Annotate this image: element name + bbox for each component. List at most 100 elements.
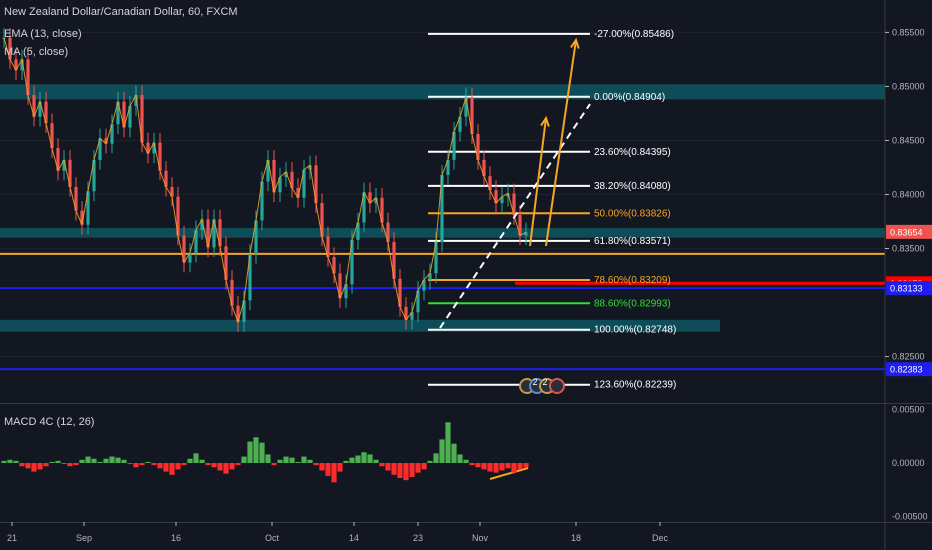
macd-bar [151, 463, 157, 466]
macd-bar [55, 460, 61, 463]
price-label-text: 0.82383 [890, 365, 923, 375]
candle-body [236, 305, 240, 322]
macd-bar [91, 458, 97, 463]
price-label-text: 0.83133 [890, 284, 923, 294]
candle-body [302, 169, 306, 198]
candle-body [362, 192, 366, 223]
macd-bar [301, 456, 307, 463]
macd-bar [277, 459, 283, 463]
candle-body [134, 95, 138, 106]
price-label-box [886, 281, 932, 296]
trend-drawings[interactable] [439, 37, 591, 480]
candle-body [26, 59, 30, 96]
macd-bar [343, 460, 349, 463]
macd-bar [511, 463, 517, 473]
time-tick-label: Sep [76, 533, 92, 543]
candle-body [464, 97, 468, 117]
macd-bar [115, 457, 121, 463]
candle-body [110, 124, 114, 144]
macd-bar [193, 453, 199, 463]
macd-bar [67, 463, 73, 467]
candle-body [320, 203, 324, 237]
fib-level-label: 123.60%(0.82239) [594, 380, 676, 391]
time-tick-label: 16 [171, 533, 181, 543]
candle-body [476, 133, 480, 160]
ema-legend[interactable]: EMA (13, close) [4, 28, 82, 40]
event-badge [549, 378, 565, 394]
macd-bar [367, 454, 373, 463]
macd-legend[interactable]: MACD 4C (12, 26) [4, 416, 95, 428]
candle-body [254, 220, 258, 254]
candle-body [428, 273, 432, 280]
macd-bar [31, 463, 37, 472]
macd-bar [403, 463, 409, 481]
macd-bar [517, 463, 523, 470]
price-tick-label: 0.84000 [892, 189, 925, 199]
candle-body [422, 279, 426, 291]
candle-body [128, 105, 132, 128]
candle-body [458, 116, 462, 132]
time-tick-label: 21 [7, 533, 17, 543]
macd-bar [85, 456, 91, 463]
support-resistance-zone [0, 84, 885, 100]
candle-body [314, 165, 318, 204]
price-tick-label: 0.83500 [892, 243, 925, 253]
macd-bar [337, 463, 343, 472]
candle-body [176, 196, 180, 236]
macd-bar [181, 463, 187, 466]
macd-bar [25, 463, 31, 469]
candle-body [266, 159, 270, 182]
macd-bar [133, 463, 139, 468]
candle-body [260, 181, 264, 221]
candle-body [332, 257, 336, 274]
fib-level-label: 100.00%(0.82748) [594, 325, 676, 336]
macd-tick-label: 0.00000 [892, 458, 925, 468]
candle-body [38, 101, 42, 117]
macd-bar [295, 461, 301, 463]
arrow-head [540, 115, 550, 127]
macd-bar [265, 454, 271, 463]
candle-body [494, 190, 498, 204]
fib-level-label: 0.00%(0.84904) [594, 92, 665, 103]
candle-body [116, 101, 120, 125]
macd-bar [457, 454, 463, 463]
macd-bar [49, 461, 55, 463]
macd-bar [235, 463, 241, 466]
candle-body [446, 159, 450, 176]
price-tick-label: 0.85500 [892, 27, 925, 37]
price-series [2, 28, 528, 332]
candle-body [518, 215, 522, 236]
candle-body [278, 177, 282, 193]
candle-body [416, 290, 420, 313]
macd-bar [355, 455, 361, 463]
macd-bar [313, 463, 319, 466]
macd-bar [187, 458, 193, 463]
fibonacci-extension[interactable]: -27.00%(0.85486) 0.00%(0.84904) 23.60%(0.8… [428, 29, 676, 391]
ma-legend[interactable]: MA (5, close) [4, 46, 69, 58]
candle-body [350, 239, 354, 285]
macd-bar [79, 459, 85, 463]
candle-body [68, 159, 72, 187]
ema-line [3, 37, 527, 324]
candle-body [482, 159, 486, 177]
candle-body [392, 242, 396, 279]
macd-bar [469, 463, 475, 466]
macd-bar [493, 463, 499, 473]
candle-body [44, 101, 48, 124]
macd-histogram [1, 422, 529, 483]
macd-bar [259, 442, 265, 463]
candle-body [284, 171, 288, 178]
macd-tick-label: 0.00500 [892, 404, 925, 414]
candle-body [80, 210, 84, 225]
event-badge-count: 2 [532, 377, 537, 387]
candle-body [20, 59, 24, 71]
projection-arrow [529, 117, 547, 247]
candle-body [488, 176, 492, 191]
candle-body [242, 300, 246, 322]
macd-bar [505, 463, 511, 469]
fib-level-label: 50.00%(0.83826) [594, 208, 671, 219]
candle-body [56, 148, 60, 171]
candle-body [398, 278, 402, 307]
